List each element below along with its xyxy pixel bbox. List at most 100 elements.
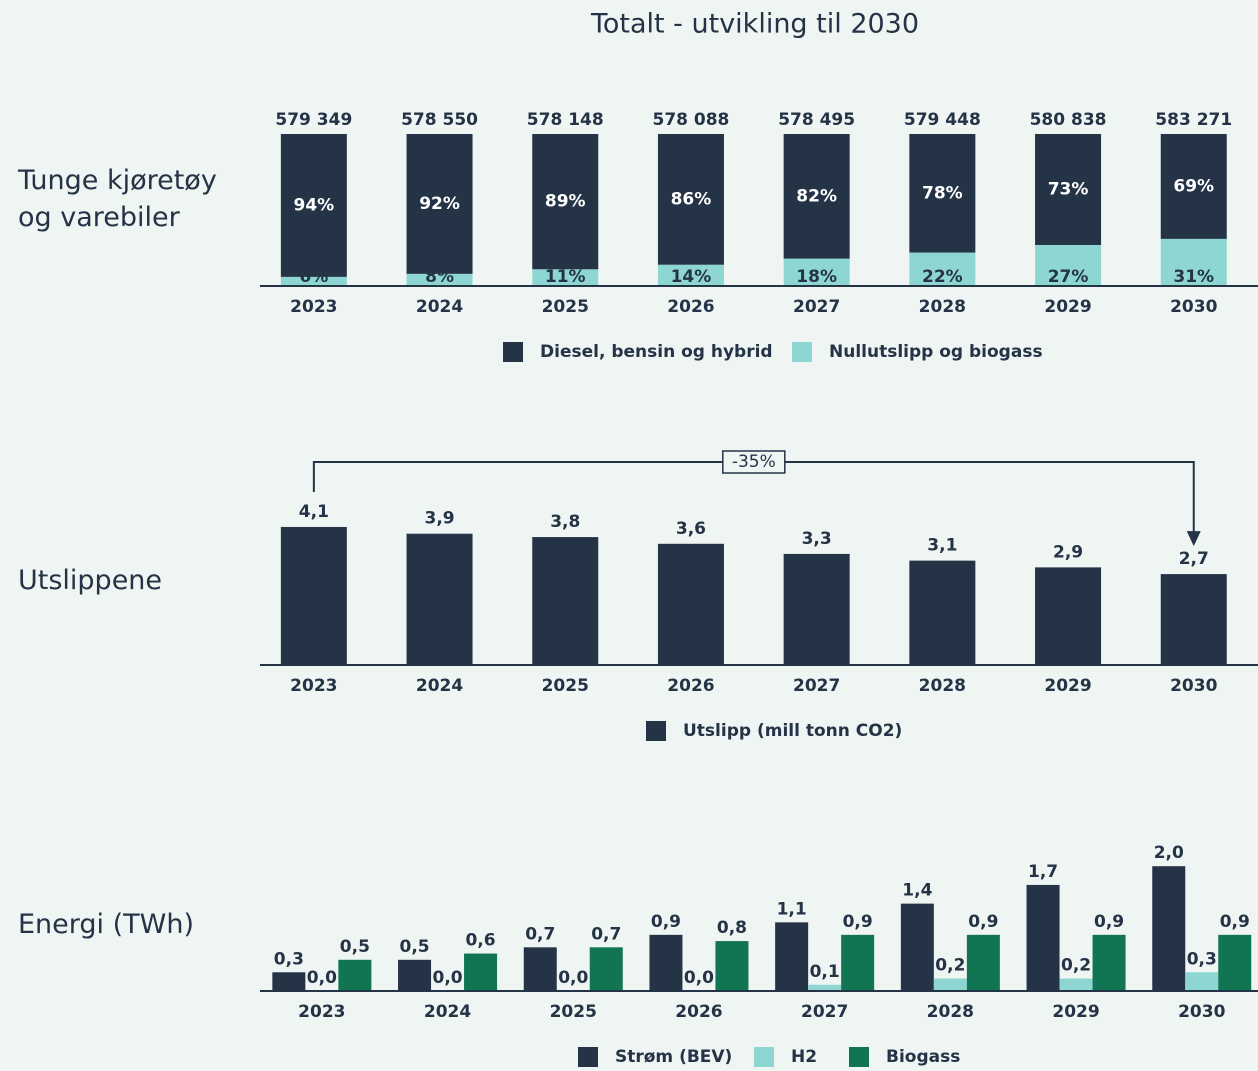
- value-label: 1,4: [902, 881, 932, 901]
- x-tick-label: 2030: [1178, 1002, 1225, 1022]
- bar: [272, 972, 306, 991]
- segment-label: 18%: [796, 267, 837, 287]
- bar: [933, 978, 967, 991]
- x-tick-label: 2027: [793, 297, 840, 317]
- x-tick-label: 2026: [675, 1002, 722, 1022]
- bar-segment: [532, 269, 599, 286]
- bar: [1059, 978, 1093, 991]
- value-label: 0,9: [843, 912, 873, 932]
- total-label: 578 495: [778, 110, 855, 130]
- segment-label: 14%: [671, 267, 712, 287]
- total-label: 579 349: [275, 110, 352, 130]
- legend-swatch: [849, 1047, 869, 1067]
- bar-segment: [909, 134, 976, 253]
- x-tick-label: 2027: [793, 676, 840, 696]
- bar: [909, 560, 976, 665]
- value-label: 0,7: [525, 924, 555, 944]
- row-label: Energi (TWh): [18, 909, 195, 940]
- x-tick-label: 2024: [416, 676, 463, 696]
- value-label: 0,0: [684, 968, 714, 988]
- annotation-box: [722, 450, 786, 474]
- x-tick-label: 2024: [424, 1002, 471, 1022]
- value-label: 2,7: [1179, 549, 1209, 569]
- total-label: 578 088: [653, 110, 730, 130]
- value-label: 1,7: [1028, 862, 1058, 882]
- value-label: 4,1: [299, 502, 329, 522]
- value-label: 0,8: [717, 918, 747, 938]
- bar: [1152, 866, 1186, 991]
- value-label: 0,3: [1187, 949, 1217, 969]
- value-label: 0,9: [968, 912, 998, 932]
- x-tick-label: 2024: [416, 297, 463, 317]
- x-tick-label: 2028: [919, 297, 966, 317]
- bar-segment: [783, 134, 850, 259]
- x-tick-label: 2026: [667, 676, 714, 696]
- bar: [841, 934, 875, 991]
- bar: [1092, 934, 1126, 991]
- value-label: 0,3: [274, 949, 304, 969]
- value-label: 0,0: [558, 968, 588, 988]
- total-label: 578 550: [401, 110, 478, 130]
- x-tick-label: 2027: [801, 1002, 848, 1022]
- bar: [900, 903, 934, 991]
- bar-segment: [406, 134, 473, 274]
- bar: [1218, 934, 1252, 991]
- segment-label: 92%: [419, 194, 460, 214]
- x-tick-label: 2030: [1170, 676, 1217, 696]
- x-tick-label: 2030: [1170, 297, 1217, 317]
- value-label: 0,9: [1220, 912, 1250, 932]
- value-label: 0,1: [810, 962, 840, 982]
- bar-segment: [657, 134, 724, 265]
- value-label: 0,0: [432, 968, 462, 988]
- bar: [1035, 567, 1102, 665]
- bar: [589, 947, 623, 991]
- x-tick-label: 2023: [290, 297, 337, 317]
- value-label: 3,6: [676, 519, 706, 539]
- value-label: 2,0: [1154, 843, 1184, 863]
- value-label: 0,9: [651, 912, 681, 932]
- annotation-arrow: [1186, 531, 1201, 547]
- total-label: 580 838: [1030, 110, 1107, 130]
- total-label: 583 271: [1155, 110, 1232, 130]
- x-tick-label: 2029: [1044, 676, 1091, 696]
- legend-swatch: [578, 1047, 598, 1067]
- bar-segment: [1160, 134, 1227, 239]
- segment-label: 78%: [922, 183, 963, 203]
- segment-label: 82%: [796, 186, 837, 206]
- x-tick-label: 2025: [542, 297, 589, 317]
- x-tick-label: 2023: [290, 676, 337, 696]
- x-tick-label: 2025: [550, 1002, 597, 1022]
- bar: [338, 959, 372, 991]
- segment-label: 94%: [293, 195, 334, 215]
- value-label: 0,2: [935, 956, 965, 976]
- x-tick-label: 2026: [667, 297, 714, 317]
- bar: [464, 953, 498, 991]
- total-label: 578 148: [527, 110, 604, 130]
- x-tick-label: 2028: [927, 1002, 974, 1022]
- segment-label: 86%: [671, 189, 712, 209]
- x-tick-label: 2029: [1044, 297, 1091, 317]
- value-label: 0,6: [465, 931, 495, 951]
- segment-label: 73%: [1048, 179, 1089, 199]
- value-label: 3,1: [927, 536, 957, 556]
- bar-segment: [280, 134, 347, 277]
- chart-title: Totalt - utvikling til 2030: [590, 9, 919, 40]
- segment-label: 89%: [545, 192, 586, 212]
- value-label: 0,0: [307, 968, 337, 988]
- value-label: 0,2: [1061, 956, 1091, 976]
- total-label: 579 448: [904, 110, 981, 130]
- bar: [406, 533, 473, 665]
- segment-label: 69%: [1173, 176, 1214, 196]
- bar: [966, 934, 1000, 991]
- segment-label: 22%: [922, 267, 963, 287]
- annotation-label: -35%: [732, 452, 776, 472]
- value-label: 3,8: [550, 512, 580, 532]
- x-tick-label: 2025: [542, 676, 589, 696]
- legend-swatch: [503, 342, 523, 362]
- bar-segment: [280, 276, 347, 286]
- legend-swatch: [754, 1047, 774, 1067]
- segment-label: 27%: [1048, 267, 1089, 287]
- value-label: 3,3: [802, 529, 832, 549]
